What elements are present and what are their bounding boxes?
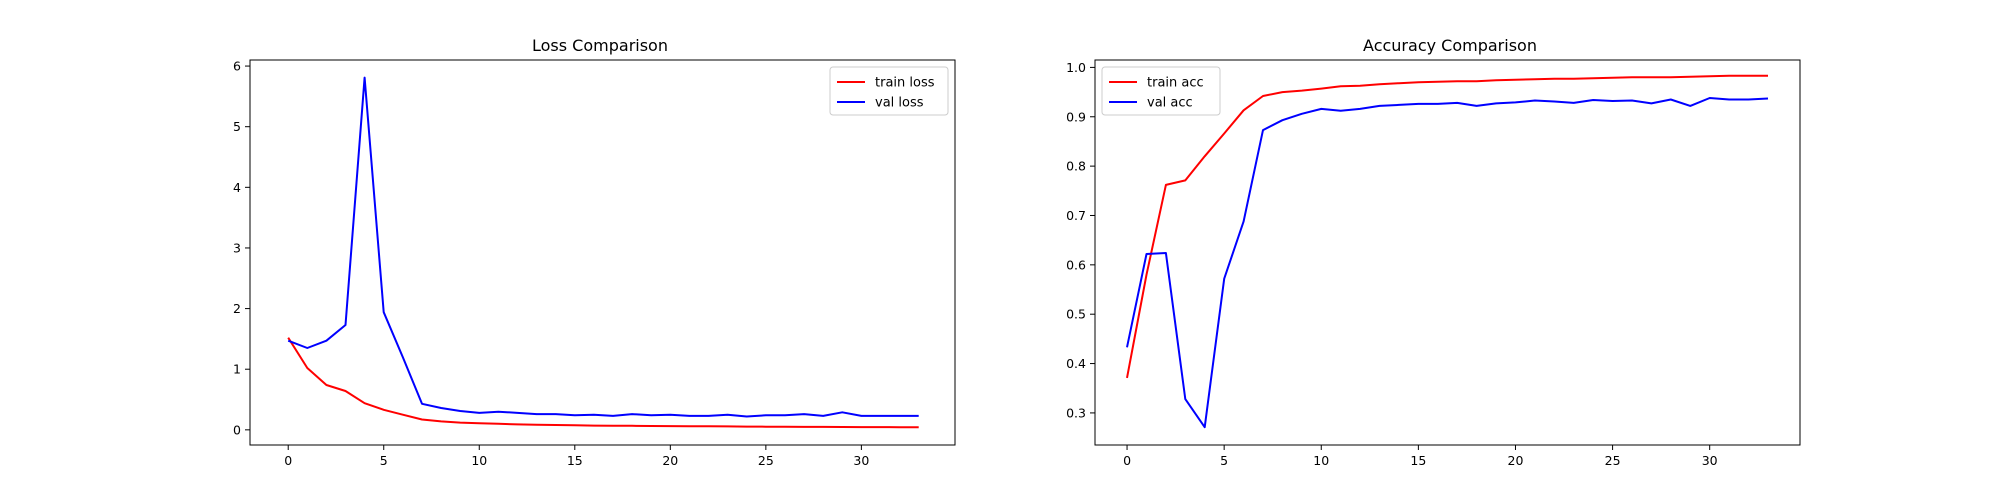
accuracy-chart-legend: train acc val acc (1101, 66, 1221, 116)
accuracy-ytick-label: 0.3 (1066, 405, 1086, 420)
accuracy-xtick-label: 30 (1702, 453, 1718, 468)
accuracy-xtick-label: 0 (1123, 453, 1131, 468)
loss-ytick-label: 6 (233, 59, 241, 74)
accuracy-chart-axes-frame (1094, 59, 1801, 446)
accuracy-legend-label-val: val acc (1147, 96, 1193, 111)
loss-chart-ticks: 0 5 10 15 20 25 30 0 1 2 3 4 5 6 (233, 59, 869, 468)
accuracy-chart: Accuracy Comparison 0 5 10 15 20 25 30 0.3 0.4 0.… (1066, 36, 1801, 468)
loss-series-val-line (287, 76, 919, 418)
loss-legend-label-train: train loss (875, 76, 935, 91)
accuracy-legend-label-train: train acc (1147, 76, 1204, 91)
accuracy-xtick-label: 20 (1508, 453, 1524, 468)
accuracy-chart-ticks: 0 5 10 15 20 25 30 0.3 0.4 0.5 0.6 0.7 0.8 0.9 1.0 (1066, 60, 1718, 468)
loss-xtick-label: 20 (662, 453, 678, 468)
loss-xtick-label: 0 (284, 453, 292, 468)
loss-ytick-label: 4 (233, 180, 241, 195)
accuracy-series-val-line (1126, 97, 1769, 429)
loss-xtick-label: 25 (758, 453, 774, 468)
accuracy-ytick-label: 0.4 (1066, 356, 1086, 371)
loss-legend-label-val: val loss (875, 96, 924, 111)
accuracy-chart-title: Accuracy Comparison (1363, 36, 1537, 55)
accuracy-series-train-line (1126, 74, 1768, 379)
accuracy-ytick-label: 0.9 (1066, 109, 1086, 124)
accuracy-xtick-label: 25 (1605, 453, 1621, 468)
loss-ytick-label: 5 (233, 119, 241, 134)
accuracy-xtick-label: 5 (1220, 453, 1228, 468)
loss-ytick-label: 0 (233, 422, 241, 437)
loss-chart-title: Loss Comparison (532, 36, 668, 55)
accuracy-ytick-label: 0.8 (1066, 159, 1086, 174)
loss-ytick-label: 1 (233, 362, 241, 377)
accuracy-chart-lines (1126, 74, 1769, 429)
loss-ytick-label: 2 (233, 301, 241, 316)
loss-xtick-label: 30 (853, 453, 869, 468)
accuracy-xtick-label: 10 (1313, 453, 1329, 468)
loss-xtick-label: 10 (471, 453, 487, 468)
loss-xtick-label: 15 (567, 453, 583, 468)
loss-xtick-label: 5 (380, 453, 388, 468)
accuracy-ytick-label: 1.0 (1066, 60, 1086, 75)
loss-chart: Loss Comparison 0 5 10 15 20 25 30 0 1 2 3 4 5 6 trai… (233, 36, 956, 468)
loss-chart-axes-frame (249, 59, 956, 446)
loss-chart-legend: train loss val loss (829, 66, 949, 116)
accuracy-ytick-label: 0.7 (1066, 208, 1086, 223)
loss-series-train-line (287, 337, 919, 429)
accuracy-ytick-label: 0.6 (1066, 257, 1086, 272)
accuracy-xtick-label: 15 (1410, 453, 1426, 468)
accuracy-ytick-label: 0.5 (1066, 307, 1086, 322)
loss-chart-lines (287, 76, 919, 429)
loss-ytick-label: 3 (233, 240, 241, 255)
